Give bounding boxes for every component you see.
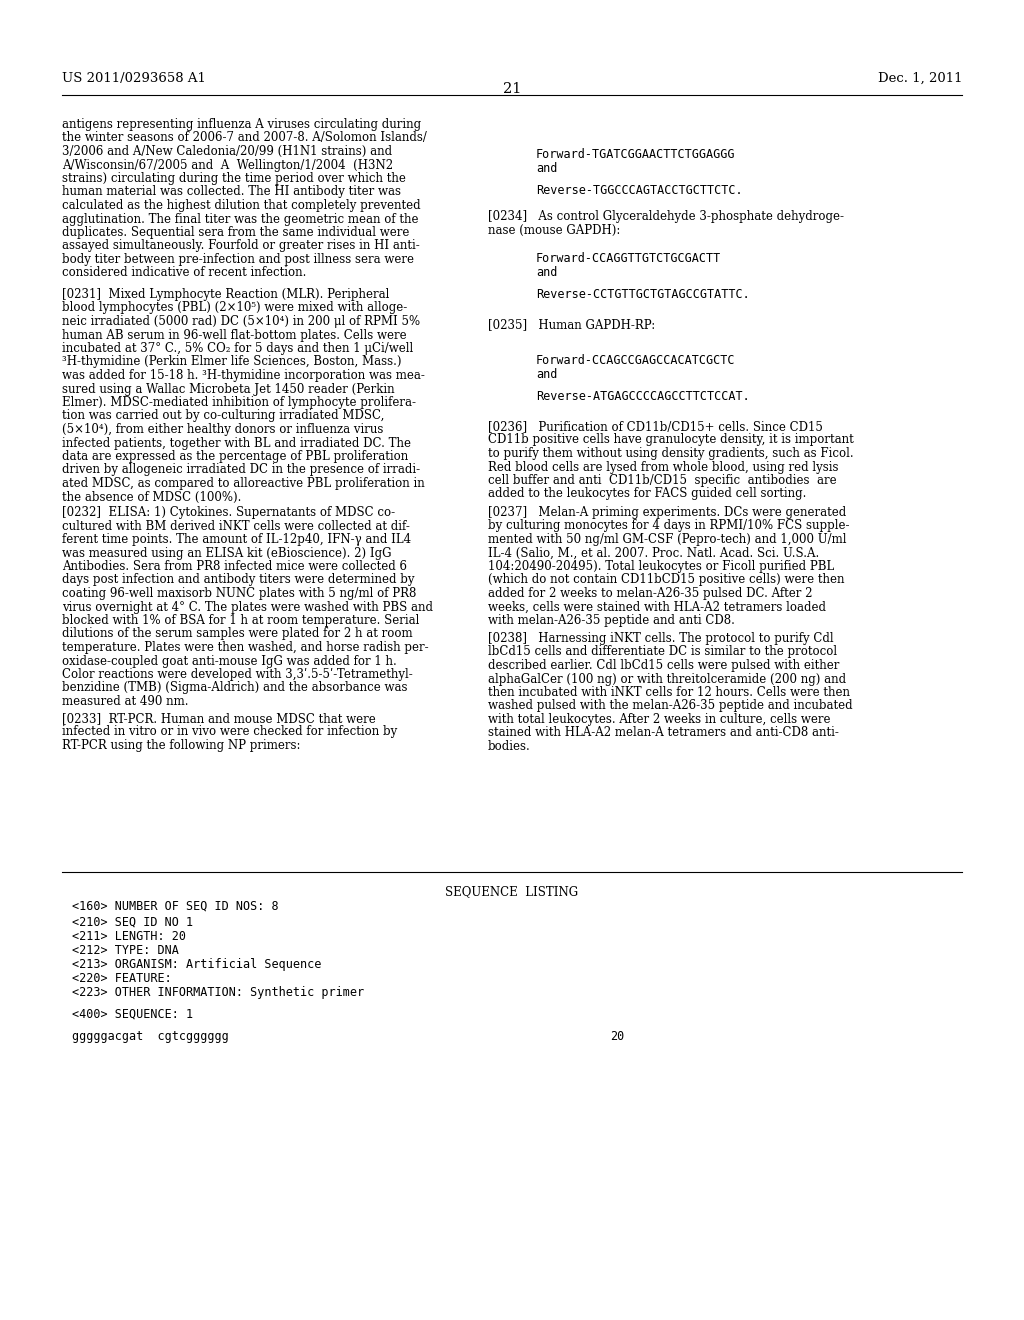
- Text: mented with 50 ng/ml GM-CSF (Pepro-tech) and 1,000 U/ml: mented with 50 ng/ml GM-CSF (Pepro-tech)…: [488, 533, 847, 546]
- Text: days post infection and antibody titers were determined by: days post infection and antibody titers …: [62, 573, 415, 586]
- Text: incubated at 37° C., 5% CO₂ for 5 days and then 1 μCi/well: incubated at 37° C., 5% CO₂ for 5 days a…: [62, 342, 414, 355]
- Text: and: and: [536, 267, 557, 279]
- Text: Color reactions were developed with 3,3ʹ.5-5ʹ-Tetramethyl-: Color reactions were developed with 3,3ʹ…: [62, 668, 413, 681]
- Text: SEQUENCE  LISTING: SEQUENCE LISTING: [445, 884, 579, 898]
- Text: 20: 20: [610, 1030, 625, 1043]
- Text: tion was carried out by co-culturing irradiated MDSC,: tion was carried out by co-culturing irr…: [62, 409, 384, 422]
- Text: ³H-thymidine (Perkin Elmer life Sciences, Boston, Mass.): ³H-thymidine (Perkin Elmer life Sciences…: [62, 355, 401, 368]
- Text: bodies.: bodies.: [488, 741, 530, 752]
- Text: added to the leukocytes for FACS guided cell sorting.: added to the leukocytes for FACS guided …: [488, 487, 806, 500]
- Text: cell buffer and anti  CD11b/CD15  specific  antibodies  are: cell buffer and anti CD11b/CD15 specific…: [488, 474, 837, 487]
- Text: to purify them without using density gradients, such as Ficol.: to purify them without using density gra…: [488, 447, 854, 459]
- Text: <213> ORGANISM: Artificial Sequence: <213> ORGANISM: Artificial Sequence: [72, 958, 322, 972]
- Text: Reverse-ATGAGCCCCAGCCTTCTCCAT.: Reverse-ATGAGCCCCAGCCTTCTCCAT.: [536, 389, 750, 403]
- Text: antigens representing influenza A viruses circulating during: antigens representing influenza A viruse…: [62, 117, 421, 131]
- Text: virus overnight at 4° C. The plates were washed with PBS and: virus overnight at 4° C. The plates were…: [62, 601, 433, 614]
- Text: with melan-A26-35 peptide and anti CD8.: with melan-A26-35 peptide and anti CD8.: [488, 614, 735, 627]
- Text: added for 2 weeks to melan-A26-35 pulsed DC. After 2: added for 2 weeks to melan-A26-35 pulsed…: [488, 587, 812, 601]
- Text: sured using a Wallac Microbeta Jet 1450 reader (Perkin: sured using a Wallac Microbeta Jet 1450 …: [62, 383, 394, 396]
- Text: temperature. Plates were then washed, and horse radish per-: temperature. Plates were then washed, an…: [62, 642, 429, 653]
- Text: [0234]   As control Glyceraldehyde 3-phosphate dehydroge-: [0234] As control Glyceraldehyde 3-phosp…: [488, 210, 844, 223]
- Text: lbCd15 cells and differentiate DC is similar to the protocol: lbCd15 cells and differentiate DC is sim…: [488, 645, 838, 659]
- Text: Reverse-TGGCCCAGTACCTGCTTCTC.: Reverse-TGGCCCAGTACCTGCTTCTC.: [536, 183, 742, 197]
- Text: [0236]   Purification of CD11b/CD15+ cells. Since CD15: [0236] Purification of CD11b/CD15+ cells…: [488, 420, 823, 433]
- Text: <212> TYPE: DNA: <212> TYPE: DNA: [72, 944, 179, 957]
- Text: [0238]   Harnessing iNKT cells. The protocol to purify Cdl: [0238] Harnessing iNKT cells. The protoc…: [488, 632, 834, 645]
- Text: alphaGalCer (100 ng) or with threitolceramide (200 ng) and: alphaGalCer (100 ng) or with threitolcer…: [488, 672, 846, 685]
- Text: blocked with 1% of BSA for 1 h at room temperature. Serial: blocked with 1% of BSA for 1 h at room t…: [62, 614, 420, 627]
- Text: and: and: [536, 162, 557, 176]
- Text: cultured with BM derived iNKT cells were collected at dif-: cultured with BM derived iNKT cells were…: [62, 520, 410, 532]
- Text: [0231]  Mixed Lymphocyte Reaction (MLR). Peripheral: [0231] Mixed Lymphocyte Reaction (MLR). …: [62, 288, 389, 301]
- Text: described earlier. Cdl lbCd15 cells were pulsed with either: described earlier. Cdl lbCd15 cells were…: [488, 659, 840, 672]
- Text: measured at 490 nm.: measured at 490 nm.: [62, 696, 188, 708]
- Text: with total leukocytes. After 2 weeks in culture, cells were: with total leukocytes. After 2 weeks in …: [488, 713, 830, 726]
- Text: [0233]  RT-PCR. Human and mouse MDSC that were: [0233] RT-PCR. Human and mouse MDSC that…: [62, 711, 376, 725]
- Text: Antibodies. Sera from PR8 infected mice were collected 6: Antibodies. Sera from PR8 infected mice …: [62, 560, 407, 573]
- Text: coating 96-well maxisorb NUNC plates with 5 ng/ml of PR8: coating 96-well maxisorb NUNC plates wit…: [62, 587, 417, 601]
- Text: was measured using an ELISA kit (eBioscience). 2) IgG: was measured using an ELISA kit (eBiosci…: [62, 546, 391, 560]
- Text: <160> NUMBER OF SEQ ID NOS: 8: <160> NUMBER OF SEQ ID NOS: 8: [72, 900, 279, 913]
- Text: [0237]   Melan-A priming experiments. DCs were generated: [0237] Melan-A priming experiments. DCs …: [488, 506, 846, 519]
- Text: calculated as the highest dilution that completely prevented: calculated as the highest dilution that …: [62, 199, 421, 213]
- Text: ated MDSC, as compared to alloreactive PBL proliferation in: ated MDSC, as compared to alloreactive P…: [62, 477, 425, 490]
- Text: assayed simultaneously. Fourfold or greater rises in HI anti-: assayed simultaneously. Fourfold or grea…: [62, 239, 420, 252]
- Text: and: and: [536, 368, 557, 381]
- Text: nase (mouse GAPDH):: nase (mouse GAPDH):: [488, 223, 621, 236]
- Text: CD11b positive cells have granulocyte density, it is important: CD11b positive cells have granulocyte de…: [488, 433, 854, 446]
- Text: blood lymphocytes (PBL) (2×10⁵) were mixed with alloge-: blood lymphocytes (PBL) (2×10⁵) were mix…: [62, 301, 408, 314]
- Text: by culturing monocytes for 4 days in RPMI/10% FCS supple-: by culturing monocytes for 4 days in RPM…: [488, 520, 850, 532]
- Text: benzidine (TMB) (Sigma-Aldrich) and the absorbance was: benzidine (TMB) (Sigma-Aldrich) and the …: [62, 681, 408, 694]
- Text: Reverse-CCTGTTGCTGTAGCCGTATTC.: Reverse-CCTGTTGCTGTAGCCGTATTC.: [536, 288, 750, 301]
- Text: weeks, cells were stained with HLA-A2 tetramers loaded: weeks, cells were stained with HLA-A2 te…: [488, 601, 826, 614]
- Text: <220> FEATURE:: <220> FEATURE:: [72, 972, 172, 985]
- Text: [0232]  ELISA: 1) Cytokines. Supernatants of MDSC co-: [0232] ELISA: 1) Cytokines. Supernatants…: [62, 506, 395, 519]
- Text: <210> SEQ ID NO 1: <210> SEQ ID NO 1: [72, 916, 194, 929]
- Text: Dec. 1, 2011: Dec. 1, 2011: [878, 73, 962, 84]
- Text: body titer between pre-infection and post illness sera were: body titer between pre-infection and pos…: [62, 253, 414, 267]
- Text: then incubated with iNKT cells for 12 hours. Cells were then: then incubated with iNKT cells for 12 ho…: [488, 686, 850, 700]
- Text: (which do not contain CD11bCD15 positive cells) were then: (which do not contain CD11bCD15 positive…: [488, 573, 845, 586]
- Text: human material was collected. The HI antibody titer was: human material was collected. The HI ant…: [62, 186, 401, 198]
- Text: 21: 21: [503, 82, 521, 96]
- Text: agglutination. The final titer was the geometric mean of the: agglutination. The final titer was the g…: [62, 213, 419, 226]
- Text: the absence of MDSC (100%).: the absence of MDSC (100%).: [62, 491, 242, 503]
- Text: [0235]   Human GAPDH-RP:: [0235] Human GAPDH-RP:: [488, 318, 655, 331]
- Text: gggggacgat  cgtcgggggg: gggggacgat cgtcgggggg: [72, 1030, 228, 1043]
- Text: <223> OTHER INFORMATION: Synthetic primer: <223> OTHER INFORMATION: Synthetic prime…: [72, 986, 365, 999]
- Text: was added for 15-18 h. ³H-thymidine incorporation was mea-: was added for 15-18 h. ³H-thymidine inco…: [62, 370, 425, 381]
- Text: 104:20490-20495). Total leukocytes or Ficoll purified PBL: 104:20490-20495). Total leukocytes or Fi…: [488, 560, 835, 573]
- Text: infected patients, together with BL and irradiated DC. The: infected patients, together with BL and …: [62, 437, 411, 450]
- Text: ferent time points. The amount of IL-12p40, IFN-γ and IL4: ferent time points. The amount of IL-12p…: [62, 533, 411, 546]
- Text: IL-4 (Salio, M., et al. 2007. Proc. Natl. Acad. Sci. U.S.A.: IL-4 (Salio, M., et al. 2007. Proc. Natl…: [488, 546, 819, 560]
- Text: US 2011/0293658 A1: US 2011/0293658 A1: [62, 73, 206, 84]
- Text: duplicates. Sequential sera from the same individual were: duplicates. Sequential sera from the sam…: [62, 226, 410, 239]
- Text: strains) circulating during the time period over which the: strains) circulating during the time per…: [62, 172, 406, 185]
- Text: <211> LENGTH: 20: <211> LENGTH: 20: [72, 931, 186, 942]
- Text: neic irradiated (5000 rad) DC (5×10⁴) in 200 μl of RPMI 5%: neic irradiated (5000 rad) DC (5×10⁴) in…: [62, 315, 420, 327]
- Text: Red blood cells are lysed from whole blood, using red lysis: Red blood cells are lysed from whole blo…: [488, 461, 839, 474]
- Text: considered indicative of recent infection.: considered indicative of recent infectio…: [62, 267, 306, 280]
- Text: stained with HLA-A2 melan-A tetramers and anti-CD8 anti-: stained with HLA-A2 melan-A tetramers an…: [488, 726, 839, 739]
- Text: Forward-TGATCGGAACTTCTGGAGGG: Forward-TGATCGGAACTTCTGGAGGG: [536, 148, 735, 161]
- Text: A/Wisconsin/67/2005 and  A  Wellington/1/2004  (H3N2: A/Wisconsin/67/2005 and A Wellington/1/2…: [62, 158, 393, 172]
- Text: (5×10⁴), from either healthy donors or influenza virus: (5×10⁴), from either healthy donors or i…: [62, 422, 383, 436]
- Text: infected in vitro or in vivo were checked for infection by: infected in vitro or in vivo were checke…: [62, 726, 397, 738]
- Text: RT-PCR using the following NP primers:: RT-PCR using the following NP primers:: [62, 739, 300, 752]
- Text: 3/2006 and A/New Caledonia/20/99 (H1N1 strains) and: 3/2006 and A/New Caledonia/20/99 (H1N1 s…: [62, 145, 392, 158]
- Text: Elmer). MDSC-mediated inhibition of lymphocyte prolifera-: Elmer). MDSC-mediated inhibition of lymp…: [62, 396, 416, 409]
- Text: Forward-CCAGCCGAGCCACATCGCTC: Forward-CCAGCCGAGCCACATCGCTC: [536, 354, 735, 367]
- Text: the winter seasons of 2006-7 and 2007-8. A/Solomon Islands/: the winter seasons of 2006-7 and 2007-8.…: [62, 132, 427, 144]
- Text: driven by allogeneic irradiated DC in the presence of irradi-: driven by allogeneic irradiated DC in th…: [62, 463, 420, 477]
- Text: data are expressed as the percentage of PBL proliferation: data are expressed as the percentage of …: [62, 450, 409, 463]
- Text: washed pulsed with the melan-A26-35 peptide and incubated: washed pulsed with the melan-A26-35 pept…: [488, 700, 853, 713]
- Text: Forward-CCAGGTTGTCTGCGACTT: Forward-CCAGGTTGTCTGCGACTT: [536, 252, 721, 265]
- Text: human AB serum in 96-well flat-bottom plates. Cells were: human AB serum in 96-well flat-bottom pl…: [62, 329, 407, 342]
- Text: dilutions of the serum samples were plated for 2 h at room: dilutions of the serum samples were plat…: [62, 627, 413, 640]
- Text: oxidase-coupled goat anti-mouse IgG was added for 1 h.: oxidase-coupled goat anti-mouse IgG was …: [62, 655, 396, 668]
- Text: <400> SEQUENCE: 1: <400> SEQUENCE: 1: [72, 1008, 194, 1020]
